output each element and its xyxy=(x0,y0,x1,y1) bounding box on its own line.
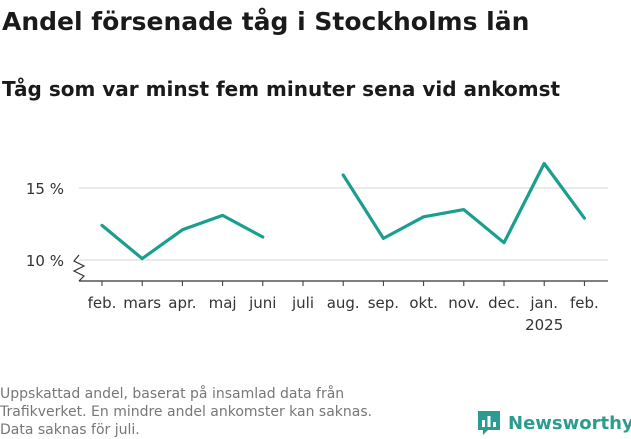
x-tick-label: mars xyxy=(123,294,161,312)
footnote-line: Uppskattad andel, baserat på insamlad da… xyxy=(0,386,345,402)
x-tick-label: apr. xyxy=(168,294,196,312)
footnote-line: Trafikverket. En mindre andel ankomster … xyxy=(0,404,373,420)
brand-name: Newsworthy xyxy=(508,412,631,434)
x-tick-label: okt. xyxy=(409,294,438,312)
brand: Newsworthy xyxy=(476,408,631,438)
chart-subtitle: Tåg som var minst fem minuter sena vid a… xyxy=(2,77,561,101)
x-tick-label: juni xyxy=(248,294,276,312)
footnote-line: Data saknas för juli. xyxy=(0,422,140,438)
x-tick-label: juli xyxy=(291,294,314,312)
y-tick-label: 15 % xyxy=(26,180,64,198)
x-tick-label: dec. xyxy=(488,294,520,312)
x-year-label: 2025 xyxy=(525,316,563,334)
x-tick-label: nov. xyxy=(448,294,479,312)
x-tick-label: feb. xyxy=(88,294,117,312)
x-tick-label: feb. xyxy=(570,294,599,312)
series-line xyxy=(341,161,587,245)
x-tick-label: sep. xyxy=(368,294,399,312)
footnote: Uppskattad andel, baserat på insamlad da… xyxy=(0,385,440,439)
y-tick-label: 10 % xyxy=(26,252,64,270)
chart-title: Andel försenade tåg i Stockholms län xyxy=(2,7,530,36)
x-tick-label: jan. xyxy=(529,294,558,312)
axis-break-icon xyxy=(72,254,86,282)
x-tick-label: aug. xyxy=(327,294,360,312)
newsworthy-logo-icon xyxy=(478,411,500,435)
series-line xyxy=(100,213,265,261)
x-tick-label: maj xyxy=(209,294,237,312)
